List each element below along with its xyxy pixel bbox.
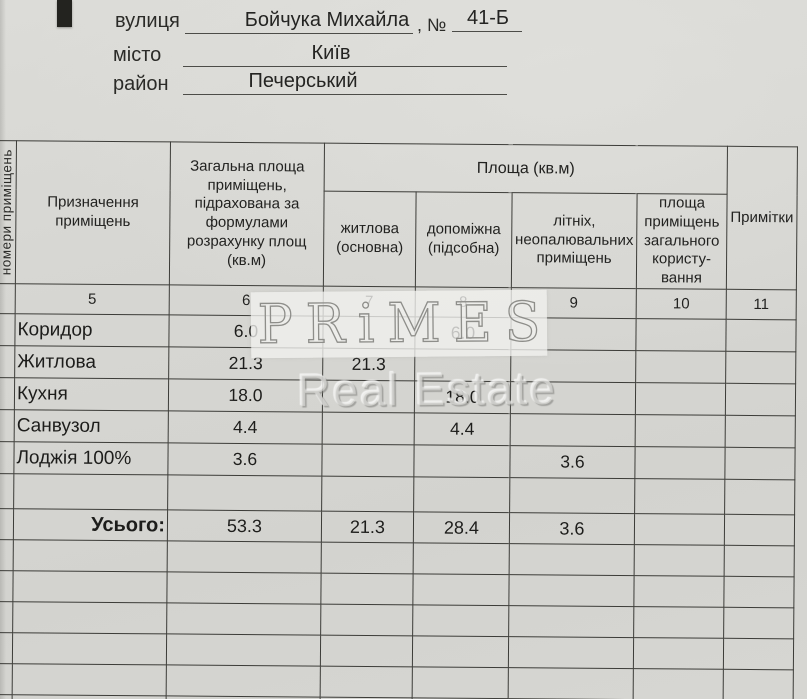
street-label: вулиця bbox=[115, 10, 180, 32]
street-underline bbox=[185, 13, 413, 34]
cell-auxiliary: 4.4 bbox=[414, 412, 511, 446]
street-number-underline bbox=[452, 11, 522, 32]
totals-notes bbox=[724, 514, 795, 546]
col-number: 10 bbox=[636, 288, 727, 320]
cell-notes bbox=[725, 415, 796, 448]
cell-room-name: Санвузол bbox=[14, 409, 169, 443]
watermark-brand: PRiMES bbox=[257, 291, 554, 357]
cell-common bbox=[635, 350, 726, 384]
cell-room-name: Кухня bbox=[14, 377, 169, 411]
totals-auxiliary: 28.4 bbox=[413, 511, 510, 544]
cell-notes bbox=[725, 351, 796, 384]
col-header-purpose: Призначення приміщень bbox=[15, 140, 171, 285]
district-underline bbox=[183, 74, 507, 95]
district-value: Печерський bbox=[248, 70, 358, 92]
watermark-band: PRiMES bbox=[250, 289, 554, 359]
city-underline bbox=[183, 46, 507, 67]
totals-common bbox=[634, 513, 725, 546]
cell-total: 3.6 bbox=[167, 442, 323, 477]
city-value: Київ bbox=[311, 42, 351, 64]
scan-edge-shadow bbox=[0, 0, 6, 699]
cell-notes bbox=[725, 319, 797, 352]
street-value: Бойчука Михайла bbox=[244, 9, 410, 31]
col-header-common: площа приміщень загального користу- ванн… bbox=[636, 193, 728, 290]
street-number-label: , № bbox=[417, 15, 447, 35]
totals-label: Усього: bbox=[13, 508, 168, 541]
cell-summer bbox=[510, 413, 636, 447]
cell-room-name: Лоджія 100% bbox=[13, 441, 169, 475]
empty-row bbox=[0, 663, 794, 699]
cell-common bbox=[635, 318, 727, 352]
col-header-living: житлова (основна) bbox=[323, 191, 417, 287]
cell-common bbox=[634, 446, 726, 480]
cell-living bbox=[322, 412, 415, 445]
totals-living: 21.3 bbox=[321, 511, 414, 543]
col-number: 11 bbox=[726, 289, 797, 320]
cell-common bbox=[635, 414, 726, 448]
area-table-wrap: номери приміщень Призначення приміщень З… bbox=[0, 140, 798, 699]
cell-room-name: Коридор bbox=[14, 313, 170, 347]
totals-total: 53.3 bbox=[167, 509, 322, 543]
col-header-summer: літніх, неопалювальних приміщень bbox=[511, 192, 638, 289]
street-number-value: 41-Б bbox=[466, 7, 510, 29]
cell-living bbox=[321, 444, 415, 477]
scan-corner-mark bbox=[57, 0, 72, 27]
watermark-subtitle: Real Estate bbox=[296, 361, 558, 417]
cell-common bbox=[635, 382, 726, 416]
cell-notes bbox=[724, 447, 796, 480]
col-header-room-numbers-rotated: номери приміщень bbox=[0, 148, 15, 276]
col-header-auxiliary: допоміжна (підсобна) bbox=[415, 191, 513, 288]
header-row-1: Призначення приміщень Загальна площа при… bbox=[0, 140, 798, 290]
totals-summer: 3.6 bbox=[509, 512, 635, 545]
cell-auxiliary bbox=[413, 444, 511, 478]
cell-notes bbox=[725, 383, 796, 416]
district-label: район bbox=[113, 73, 169, 95]
cell-room-name: Житлова bbox=[14, 345, 169, 379]
area-table: Призначення приміщень Загальна площа при… bbox=[0, 140, 798, 699]
city-label: місто bbox=[113, 44, 162, 66]
col-number: 5 bbox=[15, 283, 170, 315]
col-header-area-group: Площа (кв.м) bbox=[324, 143, 728, 195]
col-header-total-area: Загальна площа приміщень, підрахована за… bbox=[169, 141, 325, 287]
col-header-notes: Примітки bbox=[726, 146, 798, 290]
cell-summer: 3.6 bbox=[509, 445, 636, 479]
